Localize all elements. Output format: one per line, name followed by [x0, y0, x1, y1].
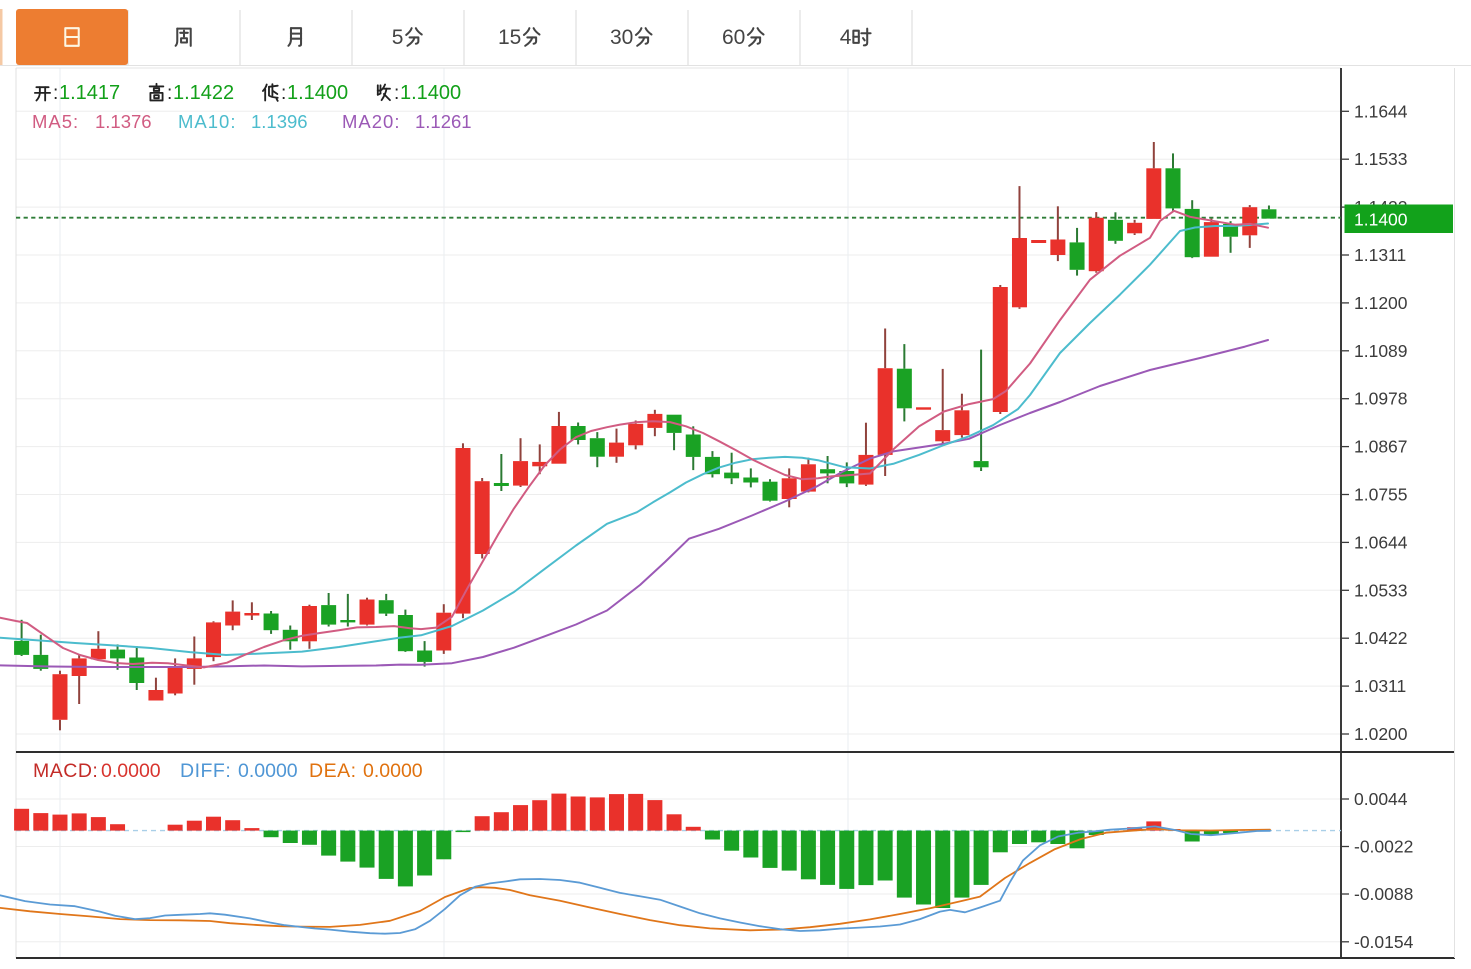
- svg-text::: :: [281, 83, 286, 104]
- svg-text:1.1376: 1.1376: [95, 111, 152, 132]
- svg-text:DEA:: DEA:: [309, 760, 357, 782]
- svg-text:0.0044: 0.0044: [1354, 789, 1408, 809]
- svg-text:1.1400: 1.1400: [1354, 210, 1408, 230]
- svg-text::: :: [53, 83, 58, 104]
- svg-text:1.0533: 1.0533: [1354, 580, 1408, 600]
- svg-text:1.0755: 1.0755: [1354, 485, 1408, 505]
- svg-text:1.1396: 1.1396: [251, 111, 308, 132]
- svg-text:0.0000: 0.0000: [363, 760, 423, 782]
- svg-text:1.0978: 1.0978: [1354, 389, 1408, 409]
- svg-text:60: 60: [722, 26, 745, 49]
- svg-text:1.1200: 1.1200: [1354, 293, 1408, 313]
- svg-text:MA20:: MA20:: [342, 111, 400, 132]
- svg-text:1.1533: 1.1533: [1354, 149, 1408, 169]
- svg-text:1.0867: 1.0867: [1354, 437, 1408, 457]
- svg-text:1.1400: 1.1400: [287, 82, 348, 104]
- svg-text:-0.0154: -0.0154: [1354, 932, 1414, 952]
- svg-text:4: 4: [840, 26, 852, 49]
- svg-text:0.0000: 0.0000: [101, 760, 161, 782]
- svg-text:-0.0088: -0.0088: [1354, 884, 1413, 904]
- svg-text:1.1311: 1.1311: [1354, 245, 1406, 265]
- svg-text:30: 30: [610, 26, 633, 49]
- svg-text:MACD:: MACD:: [33, 760, 98, 782]
- svg-text:5: 5: [392, 26, 404, 49]
- svg-text:1.1417: 1.1417: [59, 82, 120, 104]
- svg-text:MA5:: MA5:: [32, 111, 79, 132]
- svg-text:DIFF:: DIFF:: [180, 760, 231, 782]
- svg-text::: :: [167, 83, 172, 104]
- svg-text:15: 15: [498, 26, 521, 49]
- svg-text:1.1644: 1.1644: [1354, 101, 1408, 121]
- svg-text:0.0000: 0.0000: [238, 760, 298, 782]
- svg-text:MA10:: MA10:: [178, 111, 236, 132]
- svg-text:1.0311: 1.0311: [1354, 676, 1406, 696]
- svg-text:1.0200: 1.0200: [1354, 724, 1408, 744]
- svg-text:1.1422: 1.1422: [173, 82, 234, 104]
- svg-text:1.1400: 1.1400: [400, 82, 461, 104]
- svg-text:1.1089: 1.1089: [1354, 341, 1408, 361]
- svg-text:1.0422: 1.0422: [1354, 628, 1408, 648]
- svg-text:-0.0022: -0.0022: [1354, 837, 1413, 857]
- svg-text:1.1261: 1.1261: [415, 111, 472, 132]
- svg-text::: :: [394, 83, 399, 104]
- svg-text:1.0644: 1.0644: [1354, 532, 1408, 552]
